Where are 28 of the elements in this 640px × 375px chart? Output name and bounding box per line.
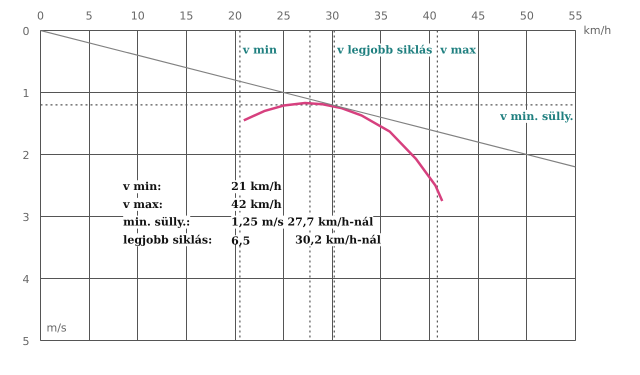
x-tick-label: 30 xyxy=(325,10,340,22)
x-tick-label: 0 xyxy=(37,10,44,22)
text: min. sülly.: 1,25 m/s 27,7 km/h-nál xyxy=(123,216,374,229)
x-tick-label: 45 xyxy=(471,10,486,22)
y-tick-label: 5 xyxy=(22,335,30,348)
x-tick-label: 40 xyxy=(422,10,437,22)
x-tick-label: 5 xyxy=(86,10,93,22)
ref-line-label: v min xyxy=(242,44,277,56)
y-tick-label: 4 xyxy=(22,273,30,286)
y-axis-title: m/s xyxy=(46,322,67,334)
ref-line-label: v min. sülly. xyxy=(499,110,574,123)
ref-line-label: v max xyxy=(439,44,476,56)
y-tick-label: 0 xyxy=(22,25,30,38)
x-tick-label: 25 xyxy=(276,10,291,22)
y-tick-label: 2 xyxy=(22,149,30,162)
x-tick-label: 50 xyxy=(520,10,534,22)
x-tick-label: 20 xyxy=(228,10,242,22)
text: v max: 42 km/h xyxy=(123,198,282,211)
text: legjobb siklás: 6,5 30,2 km/h-nál xyxy=(123,233,381,248)
y-tick-label: 1 xyxy=(22,87,30,100)
x-axis-title: km/h xyxy=(584,24,612,37)
ref-line-label: v legjobb siklás xyxy=(336,44,432,56)
x-tick-label: 35 xyxy=(374,10,388,22)
x-tick-label: 10 xyxy=(130,10,145,22)
x-tick-label: 55 xyxy=(568,10,582,22)
x-tick-label: 15 xyxy=(179,10,194,22)
text: v min: 21 km/h xyxy=(123,180,282,194)
y-tick-label: 3 xyxy=(22,211,30,224)
